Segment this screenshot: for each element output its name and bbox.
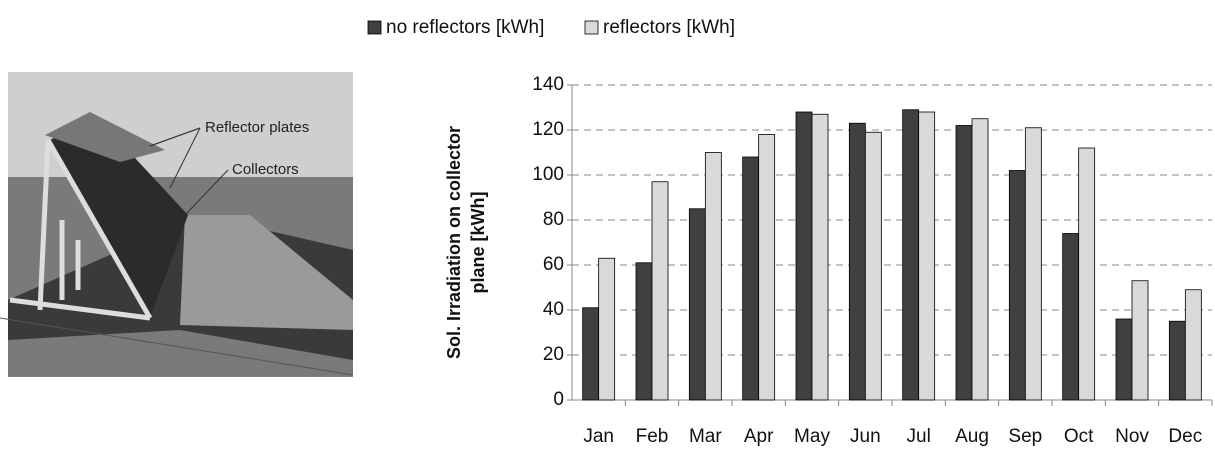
legend-swatch	[585, 21, 598, 34]
bar	[1079, 148, 1095, 400]
bar	[743, 157, 759, 400]
bar	[1132, 281, 1148, 400]
y-tick-label: 60	[543, 254, 564, 275]
legend-swatch	[368, 21, 381, 34]
bar	[812, 114, 828, 400]
x-tick-label: Nov	[1115, 426, 1149, 447]
bar	[1169, 321, 1185, 400]
illustration-label: Reflector plates	[205, 119, 309, 136]
bar	[689, 209, 705, 400]
bar	[1009, 171, 1025, 401]
y-tick-label: 20	[543, 344, 564, 365]
x-tick-label: Apr	[744, 426, 774, 447]
y-tick-label: 40	[543, 299, 564, 320]
x-tick-label: Jul	[907, 426, 931, 447]
bar	[956, 126, 972, 401]
y-axis-title-line: Sol. Irradiation on collector	[444, 126, 464, 359]
illustration-label: Collectors	[232, 161, 299, 178]
bar	[759, 135, 775, 401]
bar	[903, 110, 919, 400]
x-tick-label: Feb	[636, 426, 669, 447]
bar	[705, 153, 721, 401]
x-tick-label: Aug	[955, 426, 989, 447]
bar	[1116, 319, 1132, 400]
page: Reflector plates Collectors 0 20 40 60 80 100…	[0, 0, 1215, 447]
bar	[1063, 234, 1079, 401]
y-tick-label: 0	[553, 389, 564, 410]
y-axis-title-line: plane [kWh]	[468, 192, 488, 294]
illustration: Reflector plates Collectors	[0, 72, 353, 377]
y-tick-label: 80	[543, 209, 564, 230]
bar	[652, 182, 668, 400]
x-tick-label: Jun	[850, 426, 881, 447]
bar	[796, 112, 812, 400]
x-tick-label: Oct	[1064, 426, 1094, 447]
bar	[849, 123, 865, 400]
x-tick-label: Sep	[1008, 426, 1042, 447]
y-tick-label: 140	[532, 74, 564, 95]
x-tick-label: Dec	[1168, 426, 1202, 447]
bar	[919, 112, 935, 400]
x-tick-label: Jan	[583, 426, 614, 447]
bar	[1185, 290, 1201, 400]
y-tick-label: 100	[532, 164, 564, 185]
bar	[583, 308, 599, 400]
chart: 0 20 40 60 80 100 120 140 Sol. Irradiation on co…	[368, 17, 1212, 447]
bar	[636, 263, 652, 400]
bar	[1025, 128, 1041, 400]
y-tick-label: 120	[532, 119, 564, 140]
x-tick-label: Mar	[689, 426, 722, 447]
bar	[865, 132, 881, 400]
bar	[599, 258, 615, 400]
bar	[972, 119, 988, 400]
legend-label: no reflectors [kWh]	[386, 17, 544, 38]
x-tick-label: May	[794, 426, 830, 447]
legend-label: reflectors [kWh]	[603, 17, 735, 38]
